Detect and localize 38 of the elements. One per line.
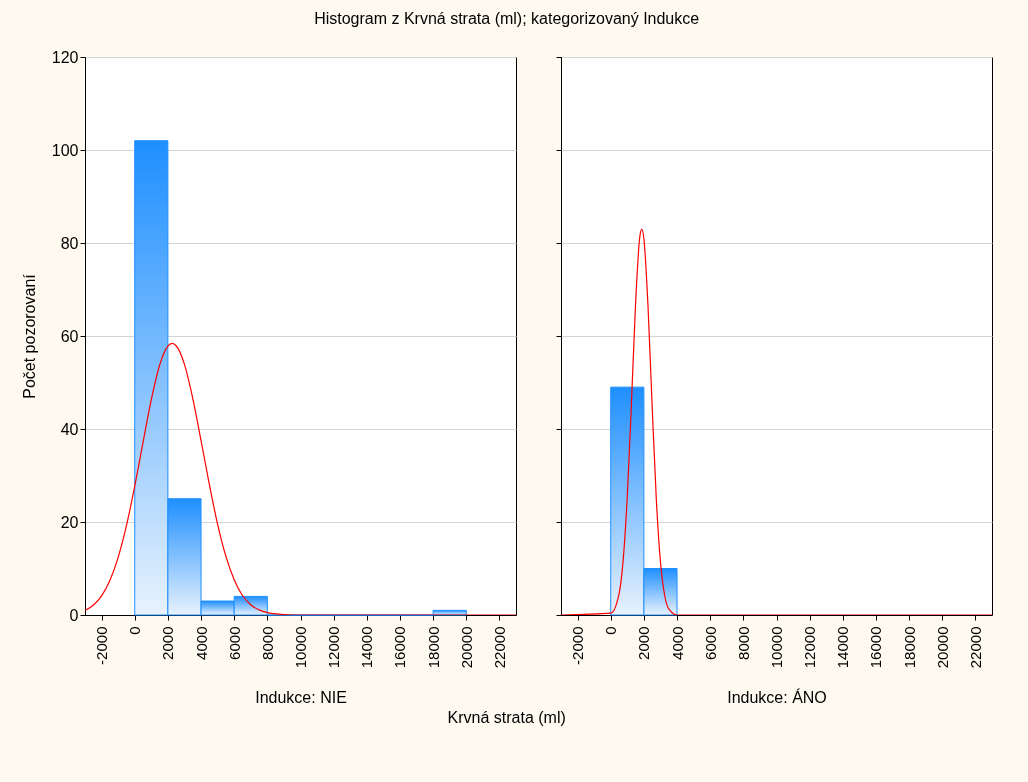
x-tick-label: 12000 [801, 626, 819, 669]
text: Krvná strata (ml) [447, 709, 566, 727]
x-tick-label: -2000 [569, 626, 587, 665]
x-tick-label: 22000 [490, 626, 508, 669]
x-tick-label: 10000 [292, 626, 309, 669]
x-tick-label: 8000 [258, 626, 276, 660]
x-tick-label: 22000 [966, 626, 984, 669]
y-tick-label: 0 [69, 606, 79, 624]
y-tick-label: 40 [60, 420, 79, 438]
x-tick-label: 14000 [358, 626, 376, 669]
x-tick-label: 8000 [734, 626, 752, 660]
chart-title: Histogram z Krvná strata (ml); kategorizovaný Indukce [314, 9, 700, 27]
y-axis-title: Počet pozorovaní [20, 273, 38, 399]
x-tick-label: 12000 [325, 626, 343, 669]
x-tick-label: 16000 [867, 626, 885, 669]
x-tick-label: 0 [602, 626, 620, 635]
x-tick-label: 10000 [768, 626, 785, 669]
y-tick-label: 100 [51, 141, 79, 159]
x-tick-label: 2000 [159, 626, 177, 660]
x-tick-label: 6000 [701, 626, 719, 660]
x-tick-label: 6000 [225, 626, 243, 660]
y-tick-label: 20 [60, 513, 79, 531]
x-axis-title: Indukce: ÁNO [727, 688, 827, 707]
x-tick-label: 16000 [391, 626, 409, 669]
x-tick-label: 18000 [424, 626, 442, 669]
y-tick-label: 60 [60, 327, 79, 345]
y-tick-label: 120 [51, 48, 79, 66]
y-tick-label: 80 [60, 234, 79, 252]
x-axis-title: Indukce: NIE [255, 689, 347, 707]
x-tick-label: 20000 [457, 626, 475, 669]
x-tick-label: 0 [126, 626, 144, 635]
x-tick-label: 2000 [635, 626, 653, 660]
x-tick-label: 14000 [834, 626, 852, 669]
x-tick-label: -2000 [93, 626, 111, 665]
x-tick-label: 18000 [900, 626, 918, 669]
x-tick-label: 4000 [192, 626, 210, 660]
x-tick-label: 20000 [933, 626, 951, 669]
x-tick-label: 4000 [668, 626, 686, 660]
